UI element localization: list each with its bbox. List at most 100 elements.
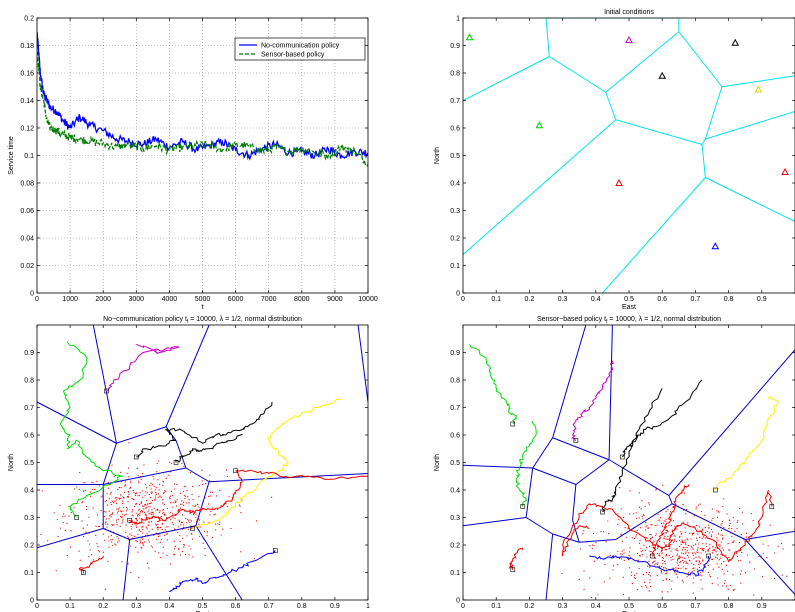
sensor-based-chart: 0 0.1 0.2 0.3 0.4 0.5 0.6 0.7 0.8 0.9 0 0.1 0.2 0.3 0.… (434, 316, 795, 612)
demand-point (167, 526, 169, 528)
demand-point (195, 516, 197, 518)
x-tick-label: 0 (461, 603, 465, 610)
demand-point (174, 545, 176, 547)
voronoi-edge (103, 528, 130, 540)
demand-point (676, 562, 678, 564)
demand-point (661, 552, 663, 554)
demand-point (108, 498, 110, 500)
demand-point (171, 522, 173, 524)
voronoi-edge (608, 325, 613, 460)
demand-point (662, 562, 664, 565)
demand-point (138, 503, 141, 506)
demand-point (745, 536, 747, 538)
demand-point (729, 549, 731, 551)
demand-point (720, 563, 722, 565)
demand-point (113, 523, 115, 526)
demand-point (122, 502, 124, 505)
demand-point (767, 545, 769, 547)
demand-point (187, 528, 189, 530)
demand-point (219, 521, 221, 523)
y-tick-label: 0.7 (450, 405, 460, 412)
demand-point (675, 541, 677, 543)
demand-point (685, 513, 687, 515)
demand-point (155, 524, 158, 526)
demand-point (172, 523, 174, 526)
y-axis-label: North (434, 147, 441, 164)
demand-point (122, 507, 125, 509)
demand-point (654, 557, 656, 559)
demand-point (664, 563, 666, 565)
demand-point (583, 530, 585, 532)
demand-point (137, 515, 139, 517)
demand-point (686, 509, 688, 511)
demand-point (685, 561, 688, 563)
demand-point (685, 543, 687, 545)
demand-point (613, 565, 615, 567)
y-tick-label: 0.02 (20, 263, 34, 270)
demand-point (701, 549, 703, 551)
demand-point (685, 552, 687, 555)
y-tick-label: 0.7 (450, 98, 460, 105)
demand-point (116, 521, 118, 523)
demand-point (687, 572, 690, 574)
demand-point (699, 574, 701, 576)
voronoi-edge (605, 31, 680, 93)
voronoi-edge (463, 464, 533, 469)
demand-point (177, 526, 179, 528)
demand-point (134, 535, 136, 537)
demand-point (664, 549, 666, 551)
demand-point (722, 534, 724, 536)
demand-point (145, 507, 147, 509)
demand-point (682, 566, 684, 568)
demand-point (696, 537, 698, 539)
demand-point (656, 524, 658, 526)
demand-point (142, 538, 144, 540)
demand-point (150, 497, 152, 499)
demand-point (81, 520, 83, 522)
demand-point (711, 519, 713, 521)
vehicle-trajectory (235, 469, 368, 480)
demand-point (117, 510, 119, 512)
demand-point (629, 556, 631, 558)
demand-point (733, 540, 735, 542)
demand-point (593, 560, 596, 562)
demand-point (211, 507, 213, 509)
demand-point (161, 528, 163, 531)
demand-point (179, 534, 181, 537)
voronoi-edge (678, 31, 723, 88)
demand-point (782, 548, 784, 550)
demand-point (677, 564, 679, 566)
demand-point (172, 513, 174, 515)
demand-point (695, 553, 697, 555)
demand-point (708, 524, 710, 526)
demand-point (192, 498, 194, 501)
vehicle-triangle (625, 35, 633, 43)
demand-point (183, 543, 185, 546)
demand-point (689, 560, 691, 562)
demand-point (635, 534, 638, 536)
voronoi-edge (37, 528, 104, 549)
demand-point (123, 491, 125, 493)
demand-point (213, 514, 215, 516)
vehicle-marker (769, 504, 775, 509)
demand-point (149, 484, 151, 487)
demand-point (589, 577, 591, 579)
demand-point (99, 551, 101, 553)
demand-point (695, 508, 697, 510)
demand-point (717, 539, 719, 541)
demand-point (692, 582, 694, 584)
voronoi-edge (525, 467, 534, 518)
demand-point (97, 550, 99, 552)
demand-point (163, 511, 165, 514)
demand-point (745, 532, 748, 534)
demand-point (597, 594, 599, 596)
demand-point (678, 557, 681, 559)
demand-point (120, 487, 122, 489)
demand-point (189, 521, 191, 523)
demand-point (741, 551, 743, 554)
demand-point (673, 538, 676, 540)
demand-point (710, 529, 713, 531)
demand-point (145, 491, 147, 493)
voronoi-edge (102, 443, 117, 485)
demand-point (649, 538, 652, 540)
